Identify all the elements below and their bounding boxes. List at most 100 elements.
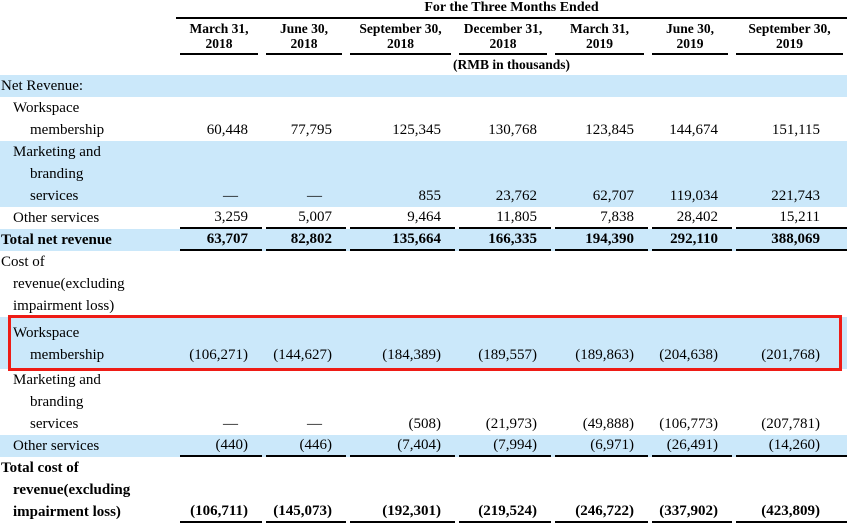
table-row-cost-of-revenue-heading: Cost of revenue(excluding impairment loss) bbox=[0, 251, 847, 317]
value-cell bbox=[648, 251, 732, 317]
value-cell: 82,802 bbox=[262, 229, 346, 251]
value-cell: (446) bbox=[262, 435, 346, 457]
table-row-total-cost-of-revenue: Total cost of revenue(excluding impairment… bbox=[0, 457, 847, 523]
value-cell: 125,345 bbox=[392, 122, 441, 138]
value-cell bbox=[262, 75, 346, 97]
column-header-row: March 31, 2018 June 30, 2018 September 30, 20… bbox=[0, 18, 847, 55]
value-cell: 60,448 bbox=[206, 122, 248, 138]
value-cell: (21,973) bbox=[485, 416, 537, 432]
row-label-total-cost-of-revenue: Total cost of revenue(excluding impairment… bbox=[1, 460, 131, 520]
row-label-net-revenue-heading: Net Revenue: bbox=[0, 75, 176, 97]
value-cell: 144,674 bbox=[669, 122, 718, 138]
value-cell bbox=[648, 75, 732, 97]
value-cell: (7,404) bbox=[346, 435, 455, 457]
value-cell: 855 bbox=[346, 141, 455, 207]
value-cell bbox=[455, 75, 551, 97]
value-cell: (219,524) bbox=[455, 457, 551, 523]
column-header-spacer bbox=[0, 18, 176, 55]
row-label-marketing-branding-services-revenue: Marketing and branding services bbox=[0, 141, 176, 207]
value-cell: 62,707 bbox=[551, 141, 648, 207]
value-cell: (14,260) bbox=[732, 435, 847, 457]
value-cell: 221,743 bbox=[732, 141, 847, 207]
table-row-net-revenue-heading: Net Revenue: bbox=[0, 75, 847, 97]
value-cell bbox=[455, 251, 551, 317]
value-cell: 77,795 bbox=[290, 122, 332, 138]
value-cell: — bbox=[176, 141, 262, 207]
value-cell: 11,805 bbox=[455, 207, 551, 229]
value-cell: 7,838 bbox=[551, 207, 648, 229]
row-label-total-net-revenue: Total net revenue bbox=[0, 229, 176, 251]
table-row-other-services-revenue: Other services 3,259 5,007 9,464 11,805 7,838… bbox=[0, 207, 847, 229]
table-row-other-services-cost: Other services (440) (446) (7,404) (7,994) (6… bbox=[0, 435, 847, 457]
value-cell: (440) bbox=[176, 435, 262, 457]
column-header-text: March 31, 2018 bbox=[180, 19, 258, 55]
value-cell: 130,768 bbox=[488, 122, 537, 138]
value-cell: (7,994) bbox=[455, 435, 551, 457]
value-cell: (189,557) bbox=[455, 317, 551, 369]
value-cell: — bbox=[307, 416, 322, 432]
column-header-4: March 31, 2019 bbox=[551, 18, 648, 55]
value-cell: (192,301) bbox=[346, 457, 455, 523]
value-cell: (106,271) bbox=[176, 317, 262, 369]
value-cell bbox=[732, 75, 847, 97]
column-header-1: June 30, 2018 bbox=[262, 18, 346, 55]
value-cell bbox=[346, 75, 455, 97]
value-cell: 123,845 bbox=[585, 122, 634, 138]
column-header-text: December 31, 2018 bbox=[459, 19, 547, 55]
row-label-other-services-cost: Other services bbox=[0, 435, 176, 457]
table-row-total-net-revenue: Total net revenue 63,707 82,802 135,664 166,… bbox=[0, 229, 847, 251]
value-cell: (189,863) bbox=[551, 317, 648, 369]
value-cell: 151,115 bbox=[771, 122, 821, 138]
value-cell bbox=[262, 251, 346, 317]
value-cell: (201,768) bbox=[732, 317, 847, 369]
value-cell: (106,711) bbox=[176, 457, 262, 523]
value-cell: 9,464 bbox=[346, 207, 455, 229]
unit-note-spacer bbox=[0, 55, 176, 75]
value-cell: 292,110 bbox=[648, 229, 732, 251]
value-cell: (184,389) bbox=[346, 317, 455, 369]
value-cell bbox=[551, 251, 648, 317]
column-header-text: June 30, 2018 bbox=[266, 19, 342, 55]
unit-note-row: (RMB in thousands) bbox=[0, 55, 847, 75]
value-cell bbox=[346, 251, 455, 317]
value-cell: 135,664 bbox=[346, 229, 455, 251]
row-label-other-services-revenue: Other services bbox=[13, 210, 100, 226]
value-cell bbox=[176, 251, 262, 317]
value-cell: — bbox=[262, 141, 346, 207]
value-cell: (423,809) bbox=[732, 457, 847, 523]
value-cell bbox=[551, 75, 648, 97]
value-cell bbox=[732, 251, 847, 317]
value-cell: — bbox=[223, 416, 238, 432]
table-row-workspace-membership-cost: Workspace membership (106,271) (144,627) (18… bbox=[0, 317, 847, 369]
value-cell: (508) bbox=[408, 416, 442, 432]
row-label-workspace-membership-cost: Workspace membership bbox=[0, 317, 176, 369]
value-cell: 119,034 bbox=[648, 141, 732, 207]
value-cell: (144,627) bbox=[262, 317, 346, 369]
column-header-2: September 30, 2018 bbox=[346, 18, 455, 55]
value-cell: (49,888) bbox=[582, 416, 634, 432]
table-row-workspace-membership-revenue: Workspace membership 60,448 77,795 125,345 13… bbox=[0, 97, 847, 141]
value-cell: 388,069 bbox=[732, 229, 847, 251]
value-cell: (26,491) bbox=[648, 435, 732, 457]
table-title-row: For the Three Months Ended bbox=[0, 0, 847, 19]
value-cell: (204,638) bbox=[648, 317, 732, 369]
column-header-text: June 30, 2019 bbox=[652, 19, 728, 55]
table-title: For the Three Months Ended bbox=[176, 0, 847, 19]
value-cell: 194,390 bbox=[551, 229, 648, 251]
row-label-workspace-membership-revenue: Workspace membership bbox=[13, 100, 105, 138]
column-header-6: September 30, 2019 bbox=[732, 18, 847, 55]
column-header-0: March 31, 2018 bbox=[176, 18, 262, 55]
column-header-3: December 31, 2018 bbox=[455, 18, 551, 55]
value-cell: (6,971) bbox=[551, 435, 648, 457]
value-cell: 23,762 bbox=[455, 141, 551, 207]
column-header-text: March 31, 2019 bbox=[555, 19, 644, 55]
value-cell: 63,707 bbox=[176, 229, 262, 251]
title-row-spacer bbox=[0, 0, 176, 18]
value-cell: 15,211 bbox=[732, 207, 847, 229]
row-label-cost-of-revenue-heading: Cost of revenue(excluding impairment loss) bbox=[1, 254, 125, 314]
value-cell: (246,722) bbox=[551, 457, 648, 523]
value-cell bbox=[176, 75, 262, 97]
value-cell: 166,335 bbox=[455, 229, 551, 251]
